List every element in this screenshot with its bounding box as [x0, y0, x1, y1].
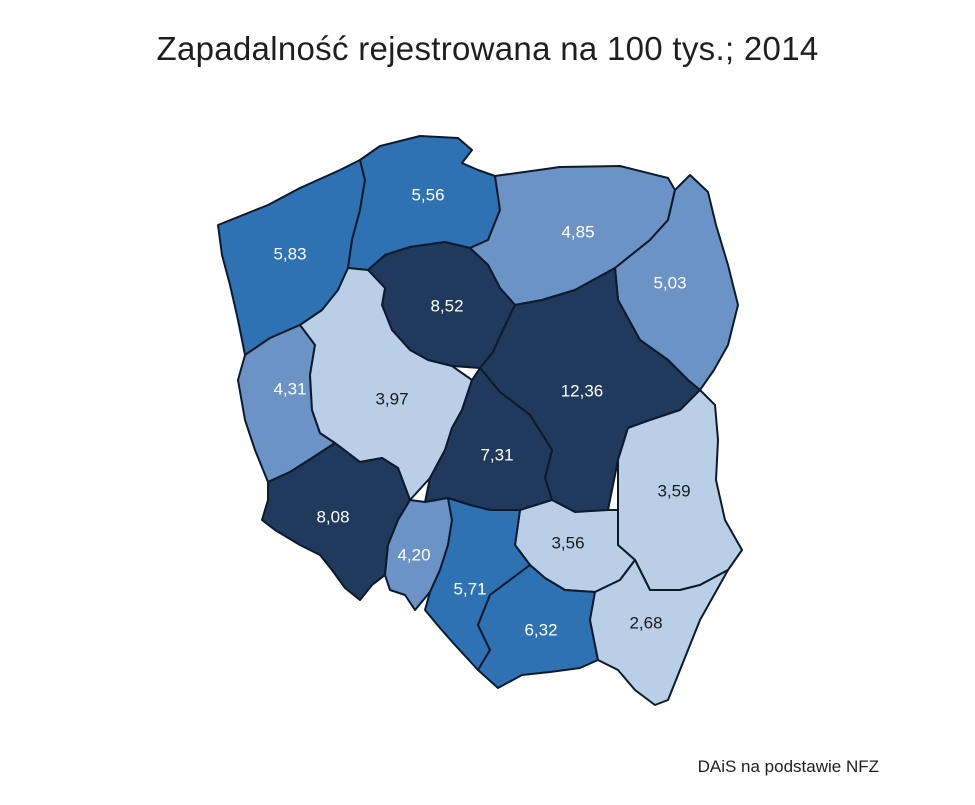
label-wielkopolskie: 3,97 — [375, 389, 408, 408]
region-malopolskie — [477, 564, 599, 689]
label-swietokrzyskie: 3,56 — [551, 533, 584, 552]
label-lubuskie: 4,31 — [273, 379, 306, 398]
label-slaskie: 5,71 — [453, 579, 486, 598]
map-title: Zapadalność rejestrowana na 100 tys.; 20… — [156, 30, 819, 67]
label-lubelskie: 3,59 — [657, 481, 690, 500]
label-zachodniopomorskie: 5,83 — [273, 244, 306, 263]
label-dolnoslaskie: 8,08 — [316, 507, 349, 526]
label-mazowieckie: 12,36 — [561, 381, 604, 400]
label-opolskie: 4,20 — [397, 545, 430, 564]
label-pomorskie: 5,56 — [411, 185, 444, 204]
label-lodzkie: 7,31 — [480, 445, 513, 464]
region-podkarpackie — [589, 559, 729, 706]
label-kujawsko-pomorskie: 8,52 — [430, 296, 463, 315]
label-warminsko-mazurskie: 4,85 — [561, 222, 594, 241]
source-note: DAiS na podstawie NFZ — [697, 757, 879, 776]
label-podkarpackie: 2,68 — [629, 613, 662, 632]
label-malopolskie: 6,32 — [524, 620, 557, 639]
label-podlaskie: 5,03 — [653, 273, 686, 292]
